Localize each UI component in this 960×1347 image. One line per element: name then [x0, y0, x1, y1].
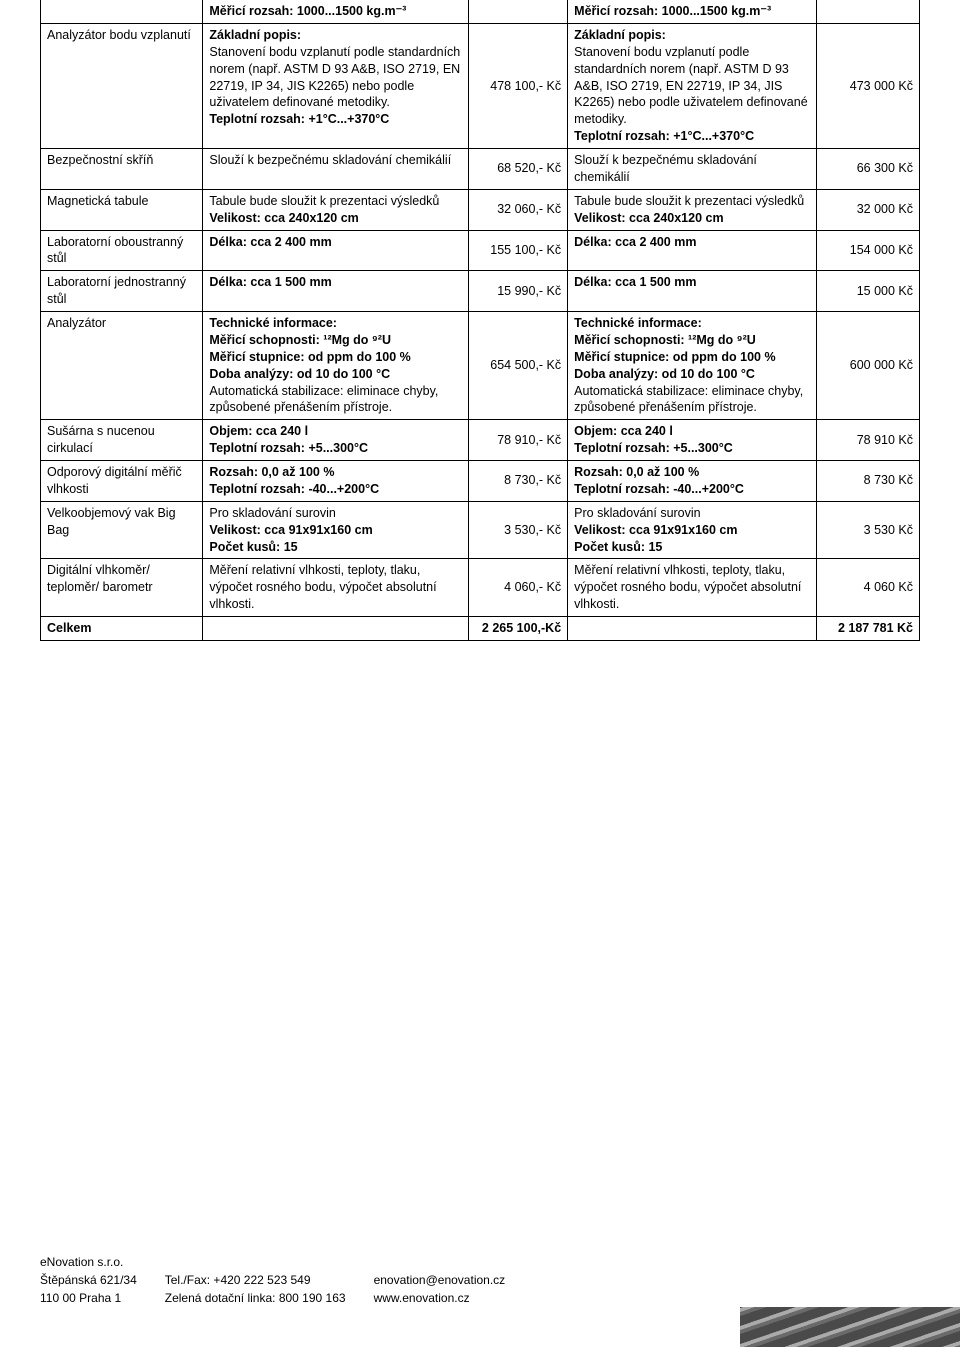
cell-desc1: Tabule bude sloužit k prezentaci výsledk… [203, 189, 468, 230]
cell-price2: 32 000 Kč [817, 189, 920, 230]
footer-tel: Tel./Fax: +420 222 523 549 [165, 1271, 346, 1289]
table-row: Laboratorní jednostranný stůlDélka: cca … [41, 271, 920, 312]
cell-price1: 2 265 100,-Kč [468, 617, 568, 641]
cell-name [41, 0, 203, 23]
cell-price1: 32 060,- Kč [468, 189, 568, 230]
table-row: Magnetická tabuleTabule bude sloužit k p… [41, 189, 920, 230]
cell-name: Magnetická tabule [41, 189, 203, 230]
cell-price1: 478 100,- Kč [468, 23, 568, 148]
cell-price2: 473 000 Kč [817, 23, 920, 148]
cell-price2: 78 910 Kč [817, 420, 920, 461]
cell-price2: 15 000 Kč [817, 271, 920, 312]
footer-addr2: 110 00 Praha 1 [40, 1289, 137, 1307]
cell-price2: 66 300 Kč [817, 149, 920, 190]
cell-price2: 600 000 Kč [817, 312, 920, 420]
cell-desc1: Pro skladování surovinVelikost: cca 91x9… [203, 501, 468, 559]
cell-name: Analyzátor [41, 312, 203, 420]
cell-price2: 8 730 Kč [817, 461, 920, 502]
cell-desc2: Délka: cca 2 400 mm [568, 230, 817, 271]
footer-addr1: Štěpánská 621/34 [40, 1271, 137, 1289]
cell-price1: 155 100,- Kč [468, 230, 568, 271]
cell-name: Sušárna s nucenou cirkulací [41, 420, 203, 461]
cell-desc2: Technické informace:Měřicí schopnosti: ¹… [568, 312, 817, 420]
corner-decoration [740, 1299, 960, 1347]
cell-desc2: Objem: cca 240 lTeplotní rozsah: +5...30… [568, 420, 817, 461]
cell-desc1: Měřicí rozsah: 1000...1500 kg.m⁻³ [203, 0, 468, 23]
cell-name: Velkoobjemový vak Big Bag [41, 501, 203, 559]
cell-desc1 [203, 617, 468, 641]
table-row: Laboratorní oboustranný stůlDélka: cca 2… [41, 230, 920, 271]
cell-desc1: Délka: cca 2 400 mm [203, 230, 468, 271]
cell-desc1: Délka: cca 1 500 mm [203, 271, 468, 312]
cell-name: Celkem [41, 617, 203, 641]
cell-desc2: Slouží k bezpečnému skladování chemikáli… [568, 149, 817, 190]
cell-price1: 654 500,- Kč [468, 312, 568, 420]
cell-desc1: Objem: cca 240 lTeplotní rozsah: +5...30… [203, 420, 468, 461]
cell-price2: 154 000 Kč [817, 230, 920, 271]
cell-name: Odporový digitální měřič vlhkosti [41, 461, 203, 502]
cell-desc2: Měření relativní vlhkosti, teploty, tlak… [568, 559, 817, 617]
footer-email: enovation@enovation.cz [374, 1271, 506, 1289]
cell-desc2: Pro skladování surovinVelikost: cca 91x9… [568, 501, 817, 559]
cell-price2: 2 187 781 Kč [817, 617, 920, 641]
table-row: Měřicí rozsah: 1000...1500 kg.m⁻³ Měřicí … [41, 0, 920, 23]
table-row: Odporový digitální měřič vlhkostiRozsah:… [41, 461, 920, 502]
equipment-table: Měřicí rozsah: 1000...1500 kg.m⁻³ Měřicí … [40, 0, 920, 641]
table-row: Sušárna s nucenou cirkulacíObjem: cca 24… [41, 420, 920, 461]
cell-desc1: Technické informace:Měřicí schopnosti: ¹… [203, 312, 468, 420]
cell-name: Digitální vlhkoměr/ teploměr/ barometr [41, 559, 203, 617]
cell-desc2: Základní popis:Stanovení bodu vzplanutí … [568, 23, 817, 148]
cell-desc2: Délka: cca 1 500 mm [568, 271, 817, 312]
cell-desc2: Tabule bude sloužit k prezentaci výsledk… [568, 189, 817, 230]
cell-name: Bezpečnostní skříň [41, 149, 203, 190]
cell-desc1: Měření relativní vlhkosti, teploty, tlak… [203, 559, 468, 617]
cell-price2 [817, 0, 920, 23]
cell-name: Analyzátor bodu vzplanutí [41, 23, 203, 148]
cell-name: Laboratorní oboustranný stůl [41, 230, 203, 271]
footer-company: eNovation s.r.o. [40, 1253, 137, 1271]
footer-web: www.enovation.cz [374, 1289, 506, 1307]
cell-desc1: Rozsah: 0,0 až 100 %Teplotní rozsah: -40… [203, 461, 468, 502]
table-row: Digitální vlhkoměr/ teploměr/ barometrMě… [41, 559, 920, 617]
table-row: AnalyzátorTechnické informace:Měřicí sch… [41, 312, 920, 420]
table-row: Celkem 2 265 100,-Kč 2 187 781 Kč [41, 617, 920, 641]
cell-name: Laboratorní jednostranný stůl [41, 271, 203, 312]
table-row: Bezpečnostní skříňSlouží k bezpečnému sk… [41, 149, 920, 190]
cell-desc2 [568, 617, 817, 641]
cell-desc1: Základní popis:Stanovení bodu vzplanutí … [203, 23, 468, 148]
cell-price2: 3 530 Kč [817, 501, 920, 559]
cell-desc2: Měřicí rozsah: 1000...1500 kg.m⁻³ [568, 0, 817, 23]
cell-desc2: Rozsah: 0,0 až 100 %Teplotní rozsah: -40… [568, 461, 817, 502]
cell-price1: 15 990,- Kč [468, 271, 568, 312]
cell-price2: 4 060 Kč [817, 559, 920, 617]
table-row: Analyzátor bodu vzplanutíZákladní popis:… [41, 23, 920, 148]
cell-price1: 4 060,- Kč [468, 559, 568, 617]
cell-price1: 3 530,- Kč [468, 501, 568, 559]
footer-line: Zelená dotační linka: 800 190 163 [165, 1289, 346, 1307]
cell-price1: 8 730,- Kč [468, 461, 568, 502]
cell-price1 [468, 0, 568, 23]
cell-price1: 68 520,- Kč [468, 149, 568, 190]
table-row: Velkoobjemový vak Big BagPro skladování … [41, 501, 920, 559]
cell-price1: 78 910,- Kč [468, 420, 568, 461]
cell-desc1: Slouží k bezpečnému skladování chemikáli… [203, 149, 468, 190]
